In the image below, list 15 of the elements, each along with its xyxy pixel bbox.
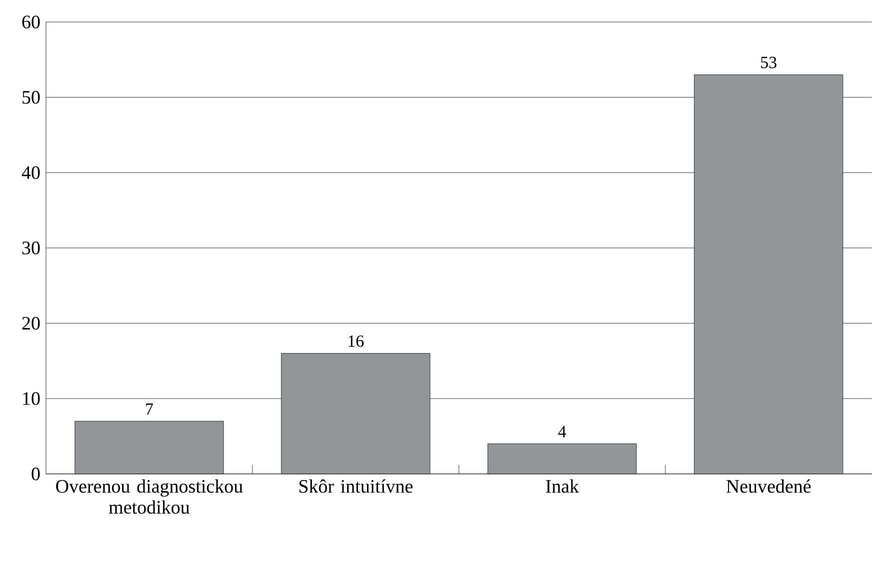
y-tick-label: 60	[22, 16, 40, 28]
y-tick-label: 10	[23, 392, 40, 406]
y-tick-label: 40	[22, 166, 40, 180]
data-label: 53	[761, 56, 776, 68]
x-tick-label: Skôr intuitívne	[299, 479, 413, 493]
data-label: 7	[146, 404, 153, 415]
data-label: 4	[558, 426, 566, 438]
y-tick-label: 50	[22, 90, 40, 104]
x-tick-label: Inak	[546, 479, 579, 493]
y-tick-label: 20	[22, 316, 40, 330]
data-label: 16	[348, 336, 364, 347]
y-tick-label: 0	[32, 468, 40, 480]
x-tick-label: Overenou diagnostickou metodikou	[56, 479, 243, 514]
y-tick-label: 30	[22, 242, 40, 254]
x-tick-label: Neuvedené	[726, 479, 811, 493]
